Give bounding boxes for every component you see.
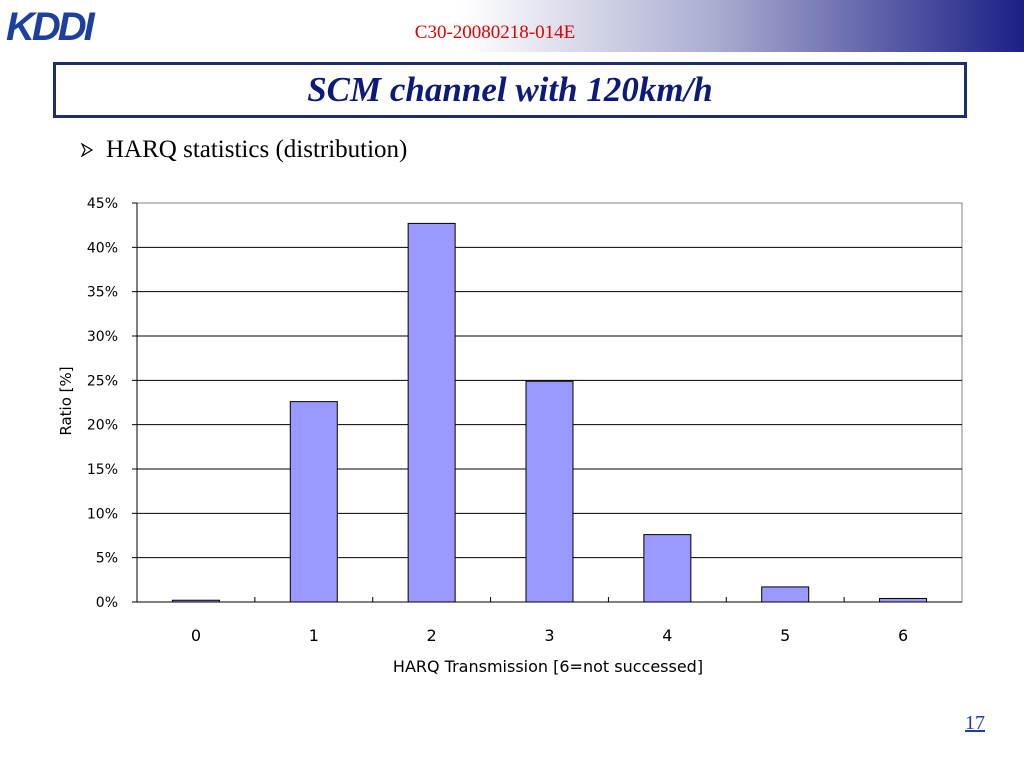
x-tick-label: 1	[309, 626, 319, 645]
page-number[interactable]: 17	[965, 712, 985, 734]
bar	[879, 597, 928, 603]
y-axis-label: Ratio [%]	[57, 366, 75, 435]
bar	[525, 380, 574, 603]
y-tick-label: 25%	[87, 373, 118, 389]
header-band	[0, 0, 1024, 52]
y-tick-label: 0%	[96, 595, 118, 611]
y-tick-label: 20%	[87, 418, 118, 434]
x-tick-label: 2	[427, 626, 437, 645]
bar	[407, 222, 456, 603]
slide-title: SCM channel with 120km/h	[307, 70, 713, 109]
bar-chart: 0% 5% 10% 15% 20% 25% 30% 35% 40% 45% 0 1 2 3 4 5 6 Rati…	[57, 196, 963, 676]
bar	[289, 401, 338, 603]
y-tick-label: 15%	[87, 462, 118, 478]
slide-title-box: SCM channel with 120km/h	[53, 62, 967, 118]
y-tick-label: 30%	[87, 329, 118, 345]
x-axis-label: HARQ Transmission [6=not successed]	[393, 657, 703, 676]
bar	[643, 534, 692, 603]
y-tick-label: 40%	[87, 240, 118, 256]
y-tick-label: 35%	[87, 285, 118, 301]
bar	[761, 586, 810, 603]
y-tick-label: 10%	[87, 506, 118, 522]
bars	[171, 222, 928, 603]
y-tick-label: 5%	[96, 551, 118, 567]
svg-text:KDDI: KDDI	[6, 6, 96, 46]
x-tick-label: 0	[191, 626, 201, 645]
y-tick-label: 45%	[87, 196, 118, 212]
x-tick-label: 4	[662, 626, 672, 645]
x-tick-label: 3	[544, 626, 554, 645]
bullet-text: HARQ statistics (distribution)	[106, 136, 408, 163]
x-tick-label: 5	[780, 626, 790, 645]
axes	[132, 202, 962, 603]
x-tick-label: 6	[898, 626, 908, 645]
bullet-item: HARQ statistics (distribution)	[80, 136, 407, 164]
arrow-bullet-icon	[80, 143, 94, 157]
document-id: C30-20080218-014E	[414, 22, 576, 43]
tick-labels: 0% 5% 10% 15% 20% 25% 30% 35% 40% 45% 0 1 2 3 4 5 6	[87, 196, 908, 645]
kddi-logo: KDDI	[6, 6, 99, 46]
